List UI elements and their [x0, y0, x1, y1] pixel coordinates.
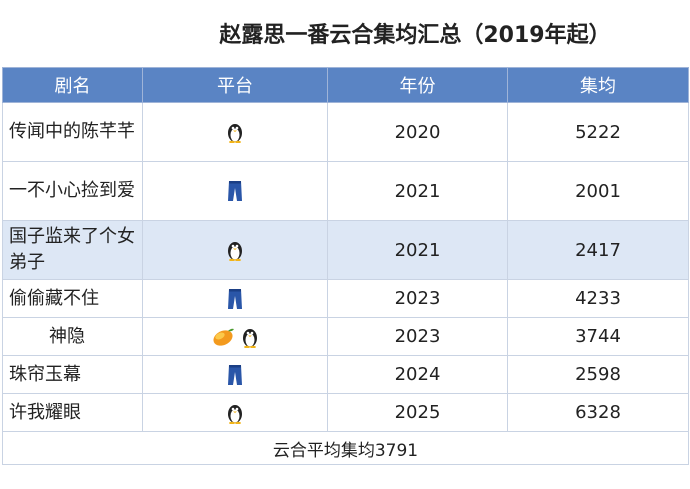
- platform-cell: [142, 220, 328, 280]
- jeans-icon: [228, 288, 242, 309]
- penguin-icon: [242, 328, 257, 348]
- platform-cell: [142, 393, 328, 432]
- year-cell: 2025: [327, 393, 508, 432]
- avg-cell: 3744: [507, 317, 689, 356]
- avg-cell: 4233: [507, 279, 689, 318]
- penguin-icon: [228, 242, 242, 262]
- avg-cell: 2001: [507, 161, 689, 221]
- row: 传闻中的陈芊芊 2020 5222: [2, 102, 689, 162]
- title: 赵露思一番云合集均汇总（2019年起）: [219, 23, 611, 48]
- penguin-icon: [228, 404, 242, 424]
- footer-row: 云合平均集均3791: [2, 431, 689, 465]
- year-cell: 2021: [327, 220, 508, 280]
- header-cell: 年份: [327, 67, 508, 103]
- penguin-icon: [228, 124, 242, 144]
- year-cell: 2020: [327, 102, 508, 162]
- platform-cell: [142, 279, 328, 318]
- header-cell: 集均: [507, 67, 689, 103]
- row: 珠帘玉幕 2024 2598: [2, 355, 689, 394]
- platform-cell: [142, 317, 328, 356]
- name-cell: 传闻中的陈芊芊: [2, 102, 143, 162]
- name-cell: 许我耀眼: [2, 393, 143, 432]
- name-cell: 珠帘玉幕: [2, 355, 143, 394]
- header-row: 剧名 平台 年份 集均: [2, 67, 689, 103]
- year-cell: 2023: [327, 279, 508, 318]
- row: 神隐 2023 3744: [2, 317, 689, 356]
- avg-cell: 2417: [507, 220, 689, 280]
- year-cell: 2023: [327, 317, 508, 356]
- name-cell: 国子监来了个女弟子: [2, 220, 143, 280]
- jeans-icon: [228, 181, 242, 201]
- table: 剧名 平台 年份 集均 传闻中的陈芊芊 2020 5222 一不小心捡到爱 20…: [2, 67, 689, 465]
- row: 许我耀眼 2025 6328: [2, 393, 689, 432]
- platform-cell: [142, 102, 328, 162]
- header-cell: 剧名: [2, 67, 143, 103]
- avg-cell: 2598: [507, 355, 689, 394]
- name-cell: 神隐: [2, 317, 143, 356]
- name-cell: 一不小心捡到爱: [2, 161, 143, 221]
- row: 一不小心捡到爱 2021 2001: [2, 161, 689, 221]
- jeans-icon: [228, 364, 242, 385]
- platform-cell: [142, 355, 328, 394]
- header-cell: 平台: [142, 67, 328, 103]
- platform-cell: [142, 161, 328, 221]
- row: 偷偷藏不住 2023 4233: [2, 279, 689, 318]
- year-cell: 2021: [327, 161, 508, 221]
- avg-cell: 5222: [507, 102, 689, 162]
- name-cell: 偷偷藏不住: [2, 279, 143, 318]
- avg-cell: 6328: [507, 393, 689, 432]
- footer-cell: 云合平均集均3791: [2, 431, 689, 465]
- year-cell: 2024: [327, 355, 508, 394]
- mango-icon: [213, 328, 235, 346]
- row: 国子监来了个女弟子 2021 2417: [2, 220, 689, 280]
